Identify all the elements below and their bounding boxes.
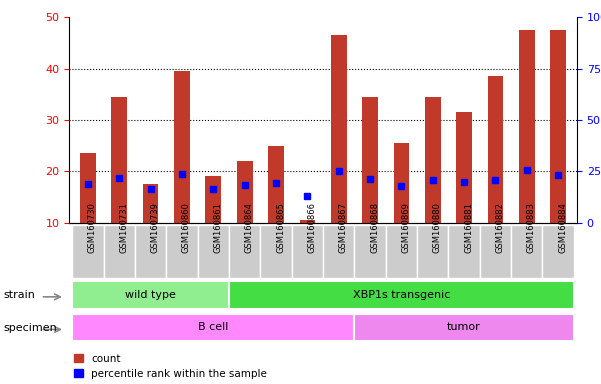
Text: GSM160731: GSM160731 bbox=[119, 202, 128, 253]
Text: strain: strain bbox=[3, 290, 35, 300]
Bar bbox=[198, 225, 229, 278]
Bar bbox=[111, 97, 127, 223]
Bar bbox=[394, 143, 409, 223]
Bar bbox=[80, 153, 96, 223]
Text: specimen: specimen bbox=[3, 323, 56, 333]
Text: GSM160868: GSM160868 bbox=[370, 202, 379, 253]
Bar bbox=[166, 225, 198, 278]
Text: GSM160860: GSM160860 bbox=[182, 202, 191, 253]
Bar bbox=[229, 225, 260, 278]
Bar bbox=[551, 30, 566, 223]
Bar bbox=[135, 225, 166, 278]
Bar bbox=[206, 177, 221, 223]
Text: GSM160882: GSM160882 bbox=[495, 202, 504, 253]
Text: wild type: wild type bbox=[125, 290, 176, 300]
Bar bbox=[174, 71, 190, 223]
Text: GSM160880: GSM160880 bbox=[433, 202, 442, 253]
Text: tumor: tumor bbox=[447, 322, 481, 333]
Bar bbox=[331, 35, 347, 223]
Bar bbox=[355, 225, 386, 278]
Bar bbox=[487, 76, 503, 223]
Bar bbox=[143, 184, 159, 223]
Bar bbox=[72, 225, 103, 278]
Bar bbox=[417, 225, 448, 278]
Text: GSM160739: GSM160739 bbox=[151, 202, 160, 253]
Bar bbox=[268, 146, 284, 223]
Bar bbox=[519, 30, 535, 223]
Text: GSM160881: GSM160881 bbox=[464, 202, 473, 253]
Bar bbox=[237, 161, 252, 223]
Text: GSM160861: GSM160861 bbox=[213, 202, 222, 253]
Bar bbox=[229, 281, 574, 309]
Bar bbox=[355, 313, 574, 341]
Bar bbox=[103, 225, 135, 278]
Text: XBP1s transgenic: XBP1s transgenic bbox=[353, 290, 450, 300]
Text: GSM160884: GSM160884 bbox=[558, 202, 567, 253]
Bar bbox=[72, 313, 355, 341]
Bar bbox=[291, 225, 323, 278]
Text: GSM160864: GSM160864 bbox=[245, 202, 254, 253]
Text: B cell: B cell bbox=[198, 322, 228, 333]
Text: GSM160730: GSM160730 bbox=[88, 202, 97, 253]
Bar bbox=[456, 112, 472, 223]
Bar bbox=[511, 225, 543, 278]
Bar bbox=[543, 225, 574, 278]
Text: GSM160867: GSM160867 bbox=[339, 202, 348, 253]
Text: GSM160865: GSM160865 bbox=[276, 202, 285, 253]
Bar bbox=[260, 225, 291, 278]
Legend: count, percentile rank within the sample: count, percentile rank within the sample bbox=[75, 354, 267, 379]
Bar bbox=[72, 281, 229, 309]
Text: GSM160866: GSM160866 bbox=[307, 202, 316, 253]
Text: GSM160883: GSM160883 bbox=[527, 202, 536, 253]
Bar bbox=[386, 225, 417, 278]
Bar bbox=[362, 97, 378, 223]
Text: GSM160869: GSM160869 bbox=[401, 202, 410, 253]
Bar bbox=[448, 225, 480, 278]
Bar bbox=[425, 97, 441, 223]
Bar bbox=[299, 220, 315, 223]
Bar bbox=[480, 225, 511, 278]
Bar bbox=[323, 225, 355, 278]
